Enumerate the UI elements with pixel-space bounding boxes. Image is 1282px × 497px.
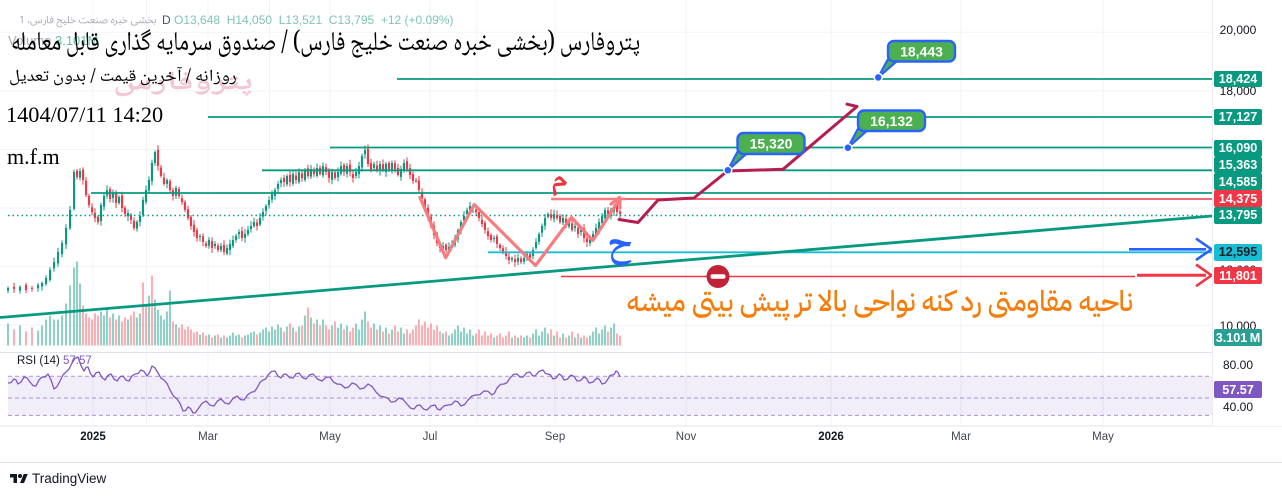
svg-text:15,320: 15,320 <box>750 136 793 152</box>
svg-text:16,132: 16,132 <box>870 113 913 129</box>
svg-text:18,443: 18,443 <box>900 43 943 59</box>
